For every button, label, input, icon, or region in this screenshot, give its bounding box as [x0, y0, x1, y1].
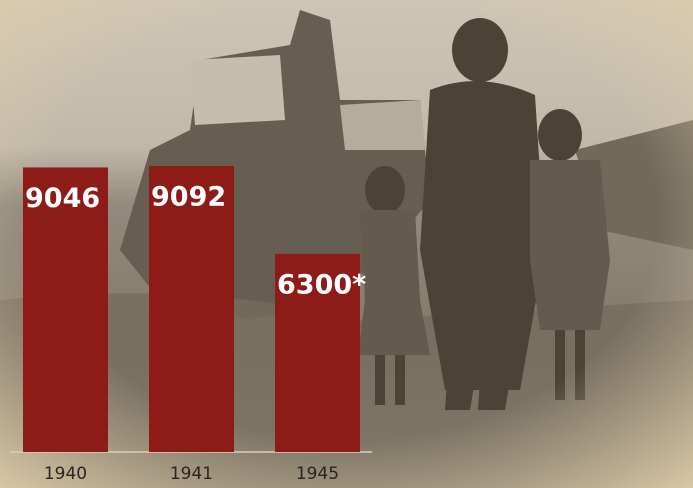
- x-tick-label: 1940: [44, 464, 87, 484]
- x-tick-label: 1945: [296, 464, 339, 484]
- value-label: 9046: [25, 183, 100, 214]
- value-label: 9092: [151, 182, 226, 213]
- x-tick-label: 1941: [170, 464, 213, 484]
- chart: 9046 1940 9092 1941 6300* 1945: [0, 0, 693, 488]
- page: 90461940909219416300*1945 (() => { const…: [0, 0, 693, 488]
- value-label: 6300*: [277, 269, 366, 300]
